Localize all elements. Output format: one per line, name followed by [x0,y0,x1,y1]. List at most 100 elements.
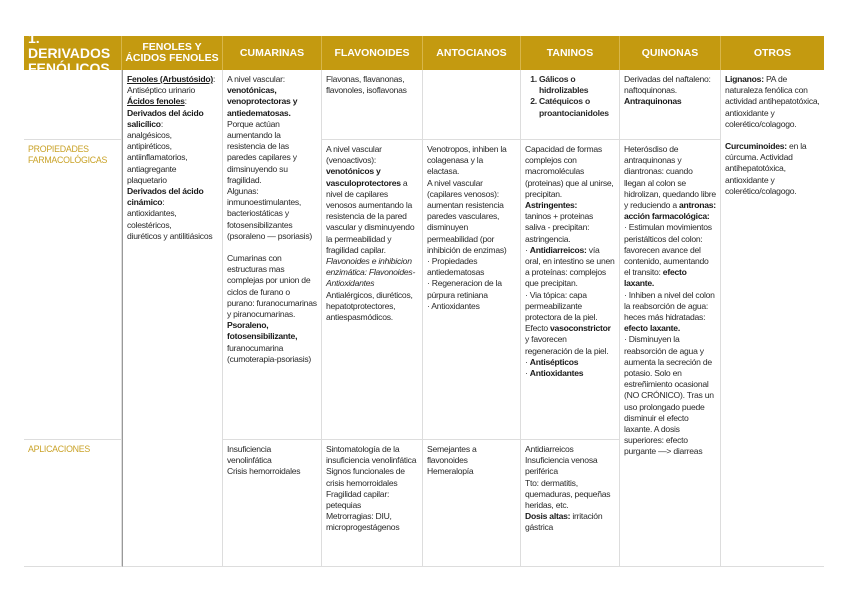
text-run: · Via tópica: capa permeabilizante prote… [525,289,598,334]
text-run: venotónicas, venoprotectoras y antiedema… [227,85,298,118]
text-run: Cumarinas con estructuras mas complejas … [227,253,317,320]
text-run: : [184,96,187,107]
paragraph: Porque actúan aumentando la resistencia … [227,119,317,186]
text-run: Signos funcionales de crisis hemorroidal… [326,466,405,488]
paragraph: Lignanos: PA de naturaleza fenólica con … [725,74,820,130]
text-run: · [525,368,530,379]
text-run: antipiréticos, [127,141,172,152]
text-run: en la cúrcuma. Actividad antihepatotóxic… [725,141,807,196]
header-otros: OTROS [721,36,824,70]
text-run: · Regeneracion de la púrpura retiniana [427,278,502,300]
text-run: : [162,197,165,208]
paragraph: · Antioxidantes [525,368,615,379]
paragraph [725,130,820,141]
paragraph: Flavonoides e inhibicion enzimática: Fla… [326,256,418,290]
paragraph: Derivados del ácido salicílico: [127,108,218,130]
paragraph [227,242,317,253]
text-run: Derivados del ácido cinámico [127,186,204,208]
paragraph: Hemeralopía [427,466,516,477]
text-run: venotónicos y vasculoprotectores [326,166,401,188]
paragraph: Dosis altas: irritación gástrica [525,511,615,533]
list-item: Gálicos o hidrolizables [539,74,615,96]
paragraph: · Estimulan movimientos peristálticos de… [624,222,716,289]
text-run: Antisépticos [529,356,579,367]
cell-taninos-tipos: Gálicos o hidrolizables Catéquicos o pro… [521,70,620,140]
text-run: PA de naturaleza fenólica con actividad … [725,74,820,129]
cell-taninos-aplicaciones: Antidiarreicos Insuficiencia venosa perif… [521,440,620,567]
paragraph: Capacidad de formas complejos con macrom… [525,144,615,200]
paragraph: Ácidos fenoles: [127,96,218,107]
text-run: antiinflamatorios, [127,152,188,163]
paragraph: Antialérgicos, diuréticos, hepatotprotec… [326,290,418,324]
text-run: A nivel vascular (capilares venosos): au… [427,177,507,255]
paragraph: Flavonas, flavanonas, flavonoles, isofla… [326,74,418,96]
text-run: furanocumarina (cumoterapia-psoriasis) [227,342,312,364]
paragraph: Algunas: inmunoestimulantes, bacteriostá… [227,186,317,242]
row-label-empty [24,70,122,140]
text-run: Psoraleno, fotosensibilizante, [227,320,298,342]
paragraph: A nivel vascular (capilares venosos): au… [427,178,516,256]
paragraph: · Antidiarreicos: vía oral, en intestino… [525,245,615,290]
paragraph: · Inhiben a nivel del colon la reabsorci… [624,290,716,335]
paragraph: Signos funcionales de crisis hemorroidal… [326,466,418,488]
paragraph: Astringentes: [525,200,615,211]
text-run: Crisis hemorroidales [227,466,301,477]
text-run: antronas: acción farmacológica: [624,200,716,222]
header-quinonas: QUINONAS [620,36,721,70]
paragraph: Semejantes a flavonoides [427,444,516,466]
text-run: diuréticos y antilitiásicos [127,230,213,241]
paragraph: diuréticos y antilitiásicos [127,231,218,242]
paragraph: Tto: dermatitis, quemaduras, pequeñas he… [525,478,615,512]
text-run: Antidiarreicos: [529,244,587,255]
text-run: Porque actúan aumentando la resistencia … [227,118,297,185]
text-run: Antioxidantes [529,368,584,379]
header-derivados-fenolicos: 1. DERIVADOS FENÓLICOS [24,30,122,75]
text-run: Flavonas, flavanonas, flavonoles, isofla… [326,74,407,96]
list-item: Catéquicos o proantocianidoles [539,96,615,118]
header-taninos: TANINOS [521,36,620,70]
paragraph: Psoraleno, fotosensibilizante, [227,320,317,342]
text-run: efecto laxante. [624,267,687,289]
text-run: taninos + proteinas saliva - precipitan:… [525,211,594,244]
text-run: Antraquinonas [624,96,682,107]
paragraph: Crisis hemorroidales [227,466,317,477]
text-run: Dosis altas: [525,511,571,522]
cell-flavonoides-aplicaciones: Sintomatología de la insuficiencia venol… [322,440,423,567]
text-run: colestéricos, [127,219,172,230]
paragraph: · Regeneracion de la púrpura retiniana [427,278,516,300]
text-run: antiagregante plaquetario [127,163,177,185]
cell-cumarinas-aplicaciones: Insuficiencia venolinfática Crisis hemorr… [223,440,322,567]
paragraph: analgésicos, [127,130,218,141]
text-run: y favorecen regeneración de la piel. [525,334,609,356]
derivados-fenolicos-table: 1. DERIVADOS FENÓLICOS FENOLES Y ÁCIDOS … [24,30,824,567]
cell-flavonoides-propiedades: A nivel vascular (venoactivos): venotónic… [322,140,423,440]
paragraph: Curcuminoides: en la cúrcuma. Actividad … [725,141,820,197]
text-run: Flavonoides e inhibicion enzimática: Fla… [326,256,416,289]
paragraph: · Disminuyen la reabsorción de agua y au… [624,334,716,457]
paragraph: taninos + proteinas saliva - precipitan:… [525,211,615,245]
cell-antocianos-tipos [423,70,521,140]
cell-fenoles: Fenoles (Arbustósido): Antiséptico urinar… [122,70,223,567]
paragraph: A nivel vascular (venoactivos): [326,144,418,166]
paragraph: Antraquinonas [624,96,716,107]
paragraph: Cumarinas con estructuras mas complejas … [227,253,317,320]
text-run: Semejantes a flavonoides [427,444,477,466]
paragraph: · Antioxidantes [427,301,516,312]
text-run: Astringentes: [525,200,578,211]
row-label-aplicaciones: APLICACIONES [24,440,122,567]
text-run: Insuficiencia venosa periférica [525,455,598,477]
taninos-types-list: Gálicos o hidrolizables Catéquicos o pro… [525,74,615,119]
text-run: Heterósdiso de antraquinonas y diantrona… [624,144,716,211]
text-run: Curcuminoides: [725,141,787,152]
cell-antocianos-aplicaciones: Semejantes a flavonoides Hemeralopía [423,440,521,567]
text-run: · Disminuyen la reabsorción de agua y au… [624,334,714,457]
header-flavonoides: FLAVONOIDES [322,36,423,70]
text-run: vía oral, en intestino se unen a proteín… [525,244,615,289]
paragraph: antipiréticos, [127,141,218,152]
text-run: Fragilidad capilar: petequias [326,488,390,511]
text-run: A nivel vascular: [227,74,285,84]
text-run: : [160,118,163,129]
text-run: · Estimulan movimientos peristálticos de… [624,222,712,278]
paragraph: Sintomatología de la insuficiencia venol… [326,444,418,466]
cell-antocianos-propiedades: Venotropos, inhiben la colagenasa y la e… [423,140,521,440]
